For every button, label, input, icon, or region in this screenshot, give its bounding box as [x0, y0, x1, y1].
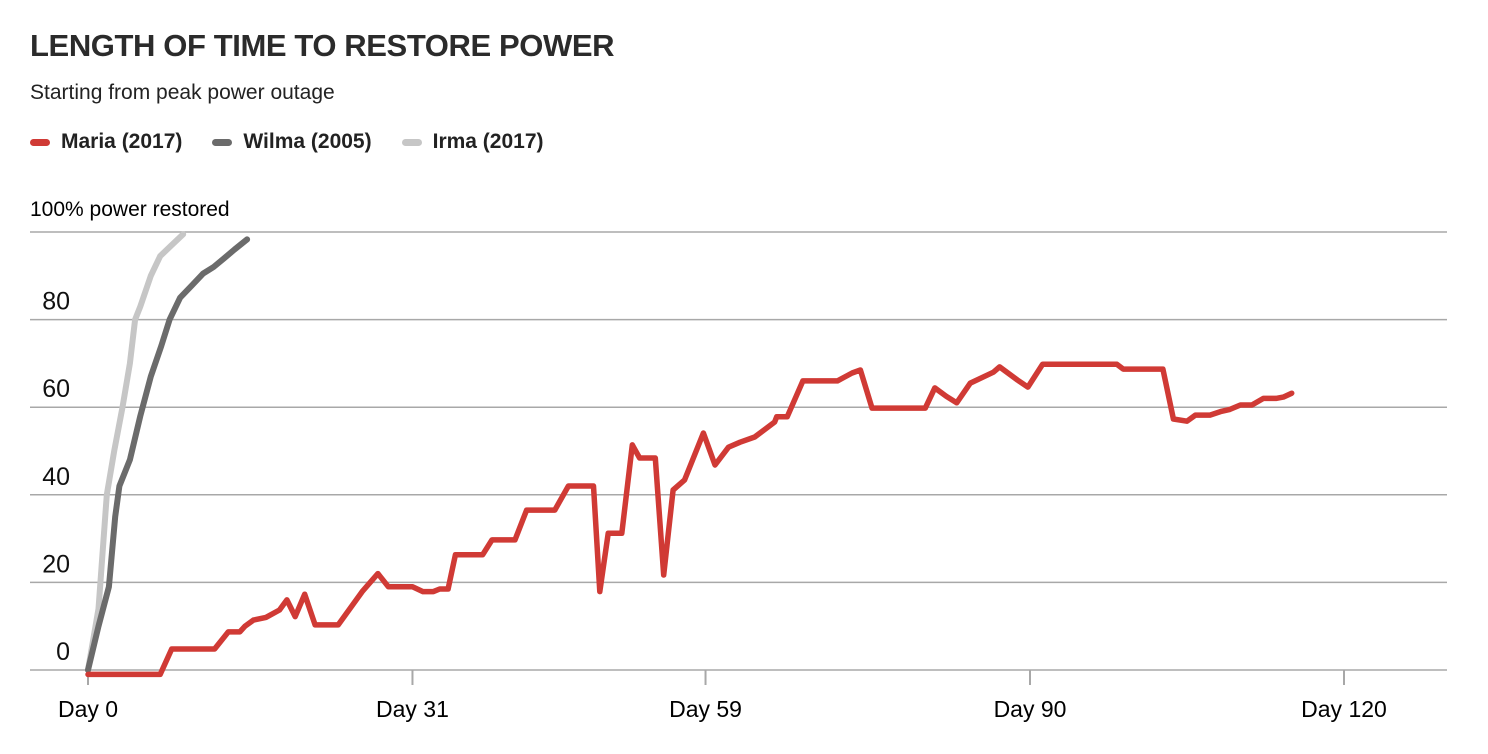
x-tick-label-day-31: Day 31 — [376, 696, 449, 722]
y-tick-label-20: 20 — [42, 550, 70, 578]
wilma-swatch-icon — [212, 138, 233, 146]
legend-item-irma: Irma (2017) — [401, 130, 544, 154]
series-line-irma — [85, 231, 187, 673]
x-tick-label-day-0: Day 0 — [58, 696, 118, 722]
y-tick-label-40: 40 — [42, 463, 70, 491]
irma-swatch-icon — [401, 138, 422, 146]
y-axis-top-label: 100% power restored — [30, 198, 230, 221]
y-tick-label-80: 80 — [42, 288, 70, 316]
series-line-maria — [85, 361, 1295, 678]
maria-swatch-icon — [30, 138, 50, 146]
x-tick-label-day-120: Day 120 — [1301, 696, 1387, 722]
y-tick-label-60: 60 — [42, 375, 70, 403]
legend-item-maria: Maria (2017) — [30, 130, 182, 154]
legend-item-label: Wilma (2005) — [243, 130, 372, 153]
y-tick-label-0: 0 — [56, 638, 70, 666]
chart-subtitle: Starting from peak power outage — [30, 81, 335, 104]
x-tick-label-day-90: Day 90 — [994, 696, 1067, 722]
x-tick-label-day-59: Day 59 — [669, 696, 742, 722]
legend-item-label: Maria (2017) — [61, 130, 183, 153]
series-line-wilma — [85, 236, 251, 673]
chart-title: LENGTH OF TIME TO RESTORE POWER — [30, 28, 615, 63]
legend-item-label: Irma (2017) — [432, 130, 544, 153]
legend-item-wilma: Wilma (2005) — [212, 130, 372, 154]
legend: Maria (2017) Wilma (2005) Irma (2017) — [30, 130, 544, 154]
